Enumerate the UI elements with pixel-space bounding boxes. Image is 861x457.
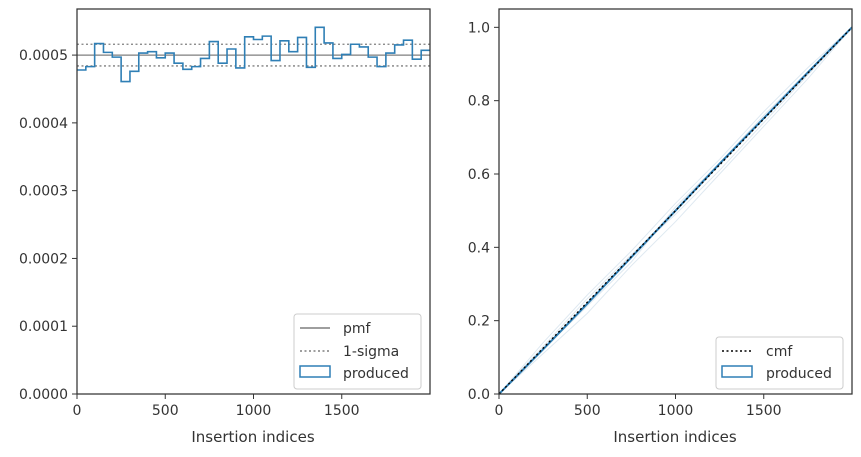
pmf-legend: pmf 1-sigma produced xyxy=(293,313,422,390)
pmf-y-tick-label: 0.0005 xyxy=(19,48,68,64)
cmf-x-axis-label: Insertion indices xyxy=(613,428,736,446)
legend-pmf-label: pmf xyxy=(343,321,372,337)
pmf-y-tick-label: 0.0001 xyxy=(19,319,68,335)
pmf-plot-area xyxy=(77,26,430,83)
cmf-y-tick-label: 0.4 xyxy=(468,240,490,256)
pmf-ticks: 0 500 1000 1500 0.0000 0.0001 0.0002 0.0003 0.00… xyxy=(19,48,360,419)
legend-cmf-produced-swatch xyxy=(721,365,753,378)
legend-cmf-produced-label: produced xyxy=(766,366,832,382)
faint-realization-line xyxy=(498,26,853,395)
pmf-panel: 0 500 1000 1500 0.0000 0.0001 0.0002 0.0003 0.00… xyxy=(19,8,431,446)
pmf-x-tick-label: 1000 xyxy=(236,403,272,419)
cmf-legend-frame xyxy=(715,336,844,390)
pmf-legend-frame xyxy=(293,313,422,390)
pmf-x-tick-label: 0 xyxy=(73,403,82,419)
faint-realization-line xyxy=(498,26,853,395)
cmf-panel: 0 500 1000 1500 0.0 0.2 0.4 0.6 0.8 1.0 Insertion… xyxy=(468,8,853,446)
cmf-x-tick-label: 1500 xyxy=(746,403,782,419)
pmf-y-tick-label: 0.0003 xyxy=(19,184,68,200)
cmf-x-tick-label: 1000 xyxy=(658,403,694,419)
produced-step xyxy=(77,26,430,83)
cmf-x-tick-label: 500 xyxy=(574,403,601,419)
legend-produced-swatch xyxy=(299,365,331,378)
pmf-x-tick-label: 1500 xyxy=(324,403,360,419)
cmf-line xyxy=(498,26,853,395)
cmf-y-tick-label: 0.0 xyxy=(468,387,490,403)
cmf-x-tick-label: 0 xyxy=(495,403,504,419)
cmf-y-tick-label: 0.2 xyxy=(468,314,490,330)
pmf-x-axis-label: Insertion indices xyxy=(191,428,314,446)
cmf-legend: cmf produced xyxy=(715,336,844,390)
legend-cmf-label: cmf xyxy=(766,344,793,360)
cmf-ticks: 0 500 1000 1500 0.0 0.2 0.4 0.6 0.8 1.0 xyxy=(468,20,782,419)
pmf-y-tick-label: 0.0004 xyxy=(19,116,68,132)
cmf-y-tick-label: 0.8 xyxy=(468,94,490,110)
cmf-y-tick-label: 0.6 xyxy=(468,167,490,183)
pmf-y-tick-label: 0.0000 xyxy=(19,387,68,403)
faint-realization-line xyxy=(498,27,853,395)
pmf-x-tick-label: 500 xyxy=(152,403,179,419)
legend-1-sigma-label: 1-sigma xyxy=(343,344,399,360)
legend-produced-label: produced xyxy=(343,366,409,382)
cmf-y-tick-label: 1.0 xyxy=(468,20,490,36)
pmf-y-tick-label: 0.0002 xyxy=(19,251,68,267)
cmf-plot-area xyxy=(498,26,853,395)
